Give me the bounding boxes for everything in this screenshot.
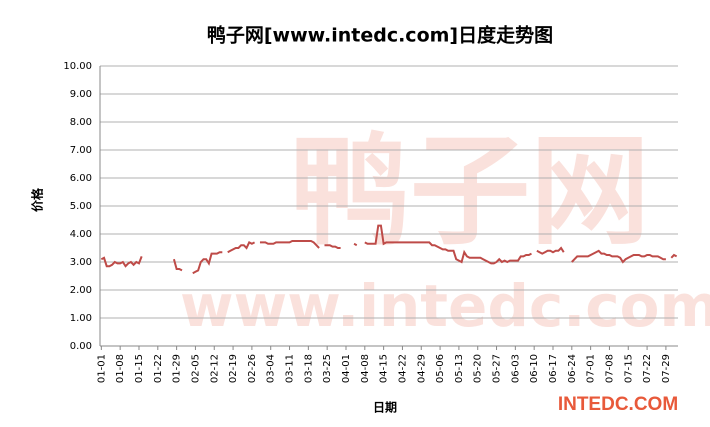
y-tick-label: 7.00 [70, 145, 92, 156]
watermark: www.intedc.com [180, 272, 710, 340]
x-tick-label: 02-05 [190, 354, 201, 383]
watermark: INTEDC.COM [558, 394, 678, 415]
x-tick-label: 01-01 [96, 354, 107, 383]
x-tick-label: 03-04 [266, 354, 277, 383]
x-tick-label: 07-01 [586, 354, 597, 383]
x-tick-label: 01-22 [153, 354, 164, 383]
chart-title: 鸭子网[www.intedc.com]日度走势图 [207, 24, 553, 47]
x-tick-label: 05-13 [454, 354, 465, 383]
watermark: 鸭子网 [290, 123, 650, 262]
x-tick-label: 02-19 [228, 354, 239, 383]
x-tick-label: 06-10 [529, 354, 540, 383]
x-tick-label: 06-03 [510, 354, 521, 383]
x-tick-label: 04-29 [416, 354, 427, 383]
y-tick-label: 0.00 [70, 341, 92, 352]
x-tick-label: 07-29 [661, 354, 672, 383]
x-tick-label: 05-06 [435, 354, 446, 383]
x-tick-label: 06-17 [548, 354, 559, 383]
x-tick-label: 03-18 [303, 354, 314, 383]
x-tick-label: 05-20 [473, 354, 484, 383]
x-tick-label: 01-15 [134, 354, 145, 383]
y-axis-title: 价格 [30, 187, 45, 212]
y-tick-label: 3.00 [70, 257, 92, 268]
x-tick-label: 03-11 [285, 354, 296, 383]
x-tick-label: 05-27 [492, 354, 503, 383]
y-tick-label: 5.00 [70, 201, 92, 212]
x-tick-label: 02-12 [209, 354, 220, 383]
y-tick-label: 1.00 [70, 313, 92, 324]
x-axis-title: 日期 [373, 400, 397, 415]
y-tick-label: 4.00 [70, 229, 92, 240]
y-tick-label: 9.00 [70, 89, 92, 100]
x-tick-label: 07-22 [642, 354, 653, 383]
x-tick-label: 01-08 [115, 354, 126, 383]
x-tick-label: 04-15 [379, 354, 390, 383]
y-tick-label: 10.00 [63, 61, 92, 72]
x-tick-label: 07-15 [623, 354, 634, 383]
series-line [100, 224, 678, 275]
x-tick-label: 04-01 [341, 354, 352, 383]
x-tick-label: 01-29 [172, 354, 183, 383]
x-tick-label: 04-22 [397, 354, 408, 383]
x-tick-label: 03-25 [322, 354, 333, 383]
x-tick-label: 02-26 [247, 354, 258, 383]
y-tick-label: 2.00 [70, 285, 92, 296]
y-tick-label: 6.00 [70, 173, 92, 184]
x-tick-label: 06-24 [567, 354, 578, 383]
x-tick-label: 07-08 [604, 354, 615, 383]
x-tick-label: 04-08 [360, 354, 371, 383]
y-tick-label: 8.00 [70, 117, 92, 128]
